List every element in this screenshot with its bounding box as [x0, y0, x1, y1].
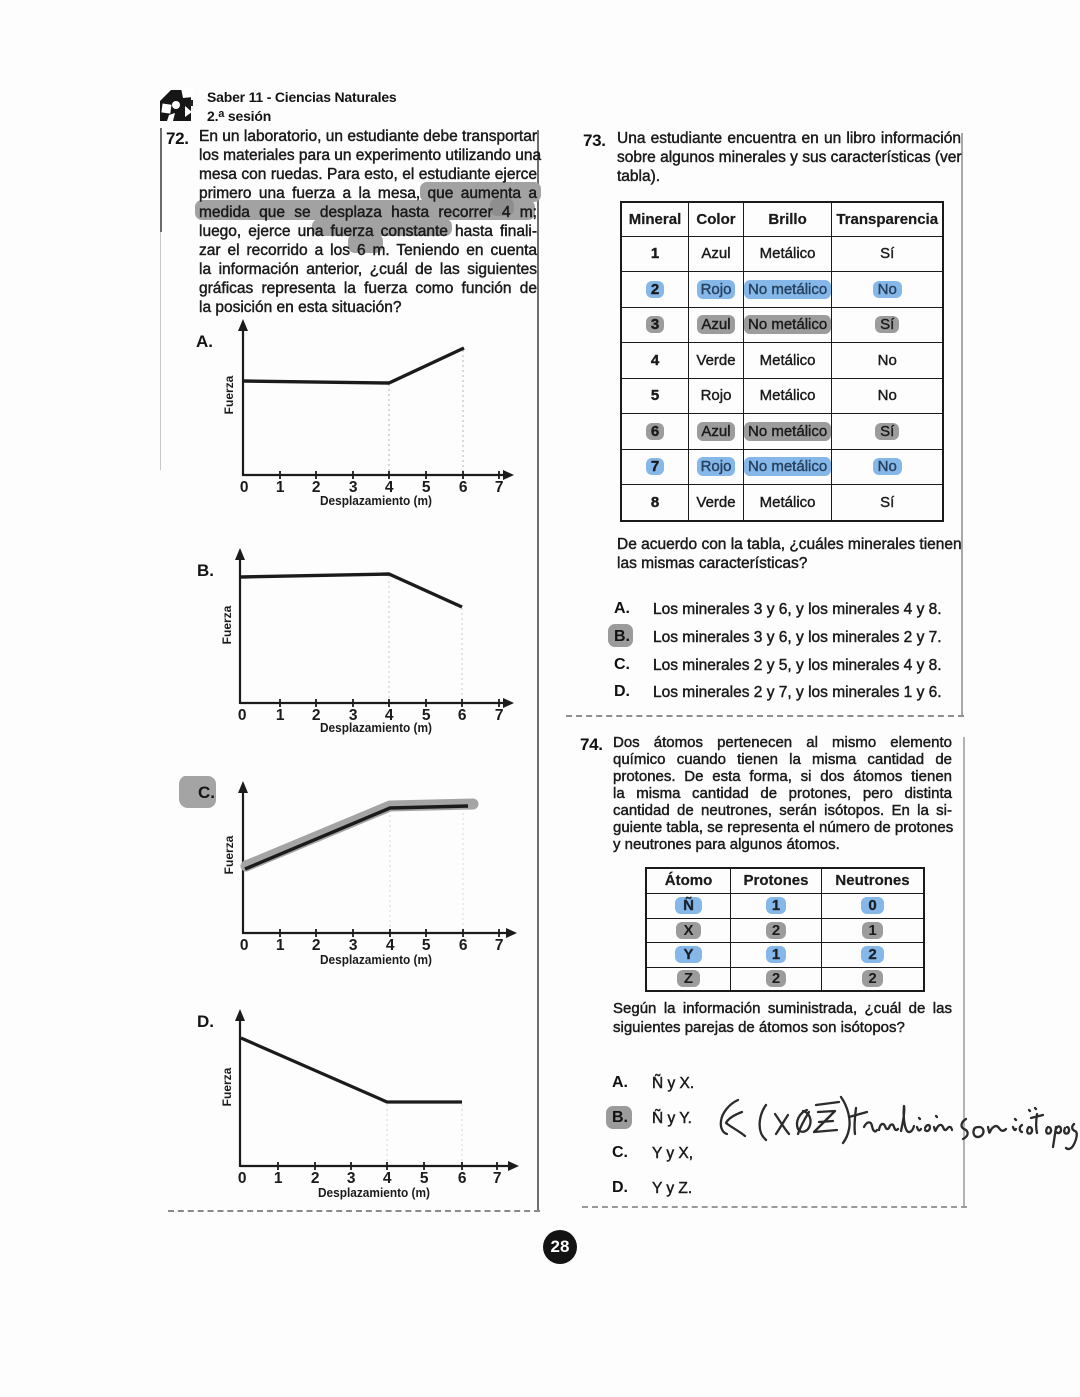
- svg-text:0: 0: [238, 707, 246, 724]
- svg-text:4: 4: [385, 707, 394, 724]
- svg-text:Desplazamiento (m): Desplazamiento (m): [320, 720, 432, 735]
- svg-text:2: 2: [312, 937, 320, 954]
- svg-text:7: 7: [493, 1170, 501, 1187]
- svg-text:5: 5: [422, 707, 431, 724]
- svg-text:A.: A.: [196, 332, 213, 351]
- svg-text:C.: C.: [198, 783, 215, 802]
- svg-text:6: 6: [458, 1170, 467, 1187]
- svg-text:0: 0: [240, 937, 248, 954]
- svg-text:1: 1: [276, 479, 285, 496]
- svg-text:3: 3: [349, 937, 358, 954]
- svg-text:7: 7: [495, 479, 503, 496]
- svg-text:Desplazamiento (m): Desplazamiento (m): [320, 493, 432, 508]
- svg-text:5: 5: [420, 1170, 429, 1187]
- svg-text:4: 4: [385, 479, 394, 496]
- svg-text:1: 1: [274, 1170, 283, 1187]
- svg-text:6: 6: [458, 707, 467, 724]
- svg-text:Fuerza: Fuerza: [222, 375, 236, 414]
- svg-text:3: 3: [349, 479, 358, 496]
- svg-text:Desplazamiento (m): Desplazamiento (m): [318, 1185, 430, 1200]
- svg-text:Fuerza: Fuerza: [222, 835, 236, 874]
- svg-text:Desplazamiento (m): Desplazamiento (m): [320, 952, 432, 967]
- svg-text:1: 1: [276, 937, 285, 954]
- svg-text:5: 5: [422, 479, 431, 496]
- svg-text:1: 1: [276, 707, 285, 724]
- svg-text:Fuerza: Fuerza: [220, 1067, 234, 1106]
- svg-text:7: 7: [495, 937, 503, 954]
- svg-text:7: 7: [495, 707, 503, 724]
- svg-text:Fuerza: Fuerza: [220, 605, 234, 644]
- svg-text:5: 5: [422, 937, 431, 954]
- svg-text:3: 3: [347, 1170, 356, 1187]
- svg-text:2: 2: [311, 1170, 319, 1187]
- svg-text:4: 4: [386, 937, 395, 954]
- svg-text:D.: D.: [197, 1012, 214, 1031]
- svg-text:2: 2: [312, 479, 320, 496]
- svg-text:4: 4: [383, 1170, 392, 1187]
- svg-text:B.: B.: [197, 561, 214, 580]
- svg-text:0: 0: [238, 1170, 246, 1187]
- svg-text:6: 6: [459, 937, 468, 954]
- svg-text:3: 3: [349, 707, 358, 724]
- svg-text:0: 0: [240, 479, 248, 496]
- svg-text:2: 2: [312, 707, 320, 724]
- svg-text:6: 6: [459, 479, 468, 496]
